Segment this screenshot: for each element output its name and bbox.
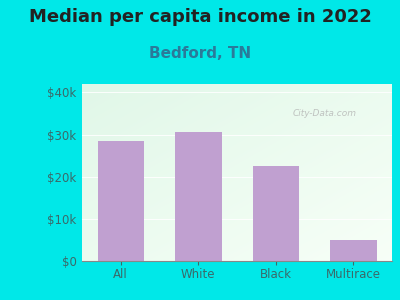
Bar (98, 141, 144, 261)
Bar (330, 240, 376, 261)
Text: City-Data.com: City-Data.com (293, 109, 357, 118)
Bar (252, 166, 299, 261)
Text: Median per capita income in 2022: Median per capita income in 2022 (28, 8, 372, 26)
Text: Bedford, TN: Bedford, TN (149, 46, 251, 62)
Bar (175, 133, 222, 261)
